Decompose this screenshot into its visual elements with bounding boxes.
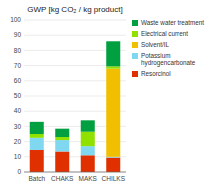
y-tick-label: 40 xyxy=(14,107,22,114)
y-axis: 0 10 20 30 40 50 60 70 80 90 100 xyxy=(10,16,126,175)
y-tick-label: 100 xyxy=(10,16,21,23)
legend-label: Resorcinol xyxy=(141,70,171,77)
bars xyxy=(30,41,121,172)
y-tick-label: 90 xyxy=(14,31,22,38)
grid-line xyxy=(24,35,126,36)
legend-swatch xyxy=(132,31,138,37)
bar-segment xyxy=(81,155,95,172)
y-tick-label: 80 xyxy=(14,47,22,54)
bar-segment xyxy=(55,151,69,172)
bar-segment xyxy=(106,69,120,157)
bar-segment xyxy=(30,122,44,134)
bar-segment xyxy=(30,138,44,150)
legend-label: Waste water treatment xyxy=(141,19,204,26)
legend-label-line: Waste water treatment xyxy=(141,19,204,26)
y-tick-label: 10 xyxy=(14,153,22,160)
bar-segment xyxy=(81,132,95,146)
legend-label: Potassiumhydrogencarbonate xyxy=(141,52,196,67)
bar-segment xyxy=(55,140,69,151)
legend-label-line: Electrical current xyxy=(141,30,188,37)
y-tick-label: 70 xyxy=(14,62,22,69)
x-tick-label: CHAKS xyxy=(51,175,74,182)
grid-line xyxy=(24,20,126,21)
legend-swatch xyxy=(132,53,138,59)
legend-swatch xyxy=(132,42,138,48)
y-tick-label: 30 xyxy=(14,123,22,130)
bar-segment xyxy=(55,137,69,140)
legend-label: Electrical current xyxy=(141,30,188,37)
legend-label-line: Resorcinol xyxy=(141,70,171,77)
x-axis: Batch CHAKS MAKS CHILKS xyxy=(28,175,125,182)
y-tick-label: 20 xyxy=(14,138,22,145)
y-tick-label: 50 xyxy=(14,92,22,99)
x-tick-label: CHILKS xyxy=(102,175,126,182)
bar-segment xyxy=(106,66,120,68)
legend-swatch xyxy=(132,20,138,26)
legend-label-line: hydrogencarbonate xyxy=(141,59,196,67)
bar-segment xyxy=(81,146,95,155)
y-tick-label: 60 xyxy=(14,77,22,84)
chart: 0 10 20 30 40 50 60 70 80 90 100 Batch CHAKS MAKS CHIL… xyxy=(0,0,223,189)
bar-segment xyxy=(30,134,44,138)
x-tick-label: Batch xyxy=(28,175,45,182)
legend: Waste water treatment Electrical current S… xyxy=(132,19,204,77)
x-tick-label: MAKS xyxy=(79,175,98,182)
bar-segment xyxy=(81,120,95,131)
title: GWP [kg CO₂ / kg product] xyxy=(27,5,122,14)
legend-swatch xyxy=(132,71,138,77)
x-axis-line xyxy=(24,172,126,173)
y-tick-label: 0 xyxy=(17,168,21,175)
legend-label-line: Potassium xyxy=(141,52,170,59)
bar-segment xyxy=(106,41,120,66)
grid-line xyxy=(24,172,126,173)
bar-segment xyxy=(30,150,44,172)
bar-segment xyxy=(55,129,69,137)
legend-label-line: Solvent/IL xyxy=(141,41,170,48)
legend-label: Solvent/IL xyxy=(141,41,170,48)
bar-segment xyxy=(106,158,120,172)
